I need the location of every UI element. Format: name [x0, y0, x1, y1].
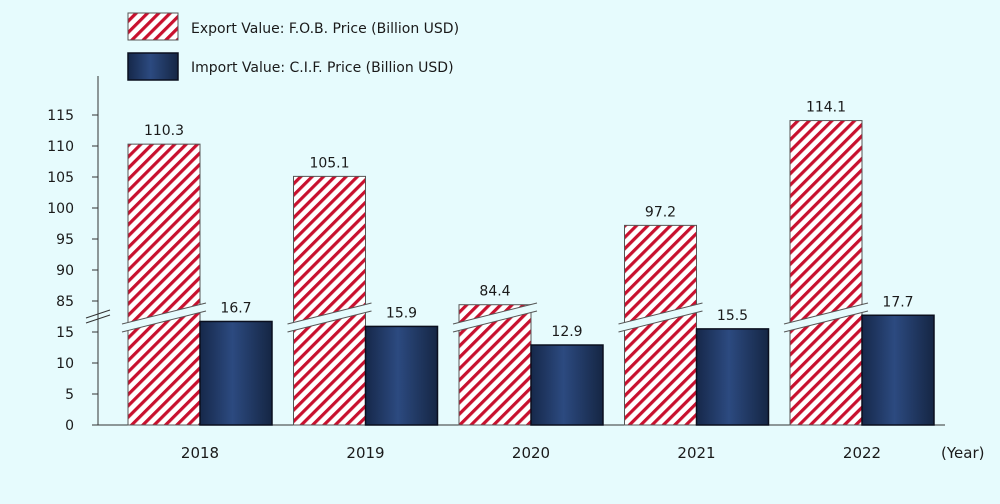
bar-break-gap — [453, 303, 537, 332]
y-tick-label: 90 — [56, 263, 74, 279]
export-value-label: 105.1 — [309, 155, 349, 171]
bar-break-line — [452, 310, 538, 333]
y-tick-label: 115 — [47, 108, 74, 124]
import-value-label: 15.5 — [717, 308, 748, 324]
x-tick-label: 2022 — [843, 444, 881, 462]
y-tick-label: 100 — [47, 201, 74, 217]
export-bar — [127, 143, 201, 426]
import-bar — [695, 328, 770, 426]
import-value-label: 16.7 — [220, 300, 251, 316]
x-tick-label: 2020 — [512, 444, 550, 462]
export-value-label: 84.4 — [479, 284, 510, 300]
export-bar — [293, 175, 366, 426]
import-bar — [199, 320, 273, 426]
y-axis-break-line — [85, 314, 111, 324]
import-value-label: 17.7 — [882, 294, 913, 310]
bar-break-line — [121, 302, 207, 325]
import-bar — [364, 325, 439, 426]
bar-break-gap — [122, 303, 206, 332]
export-bar — [789, 120, 863, 426]
y-tick-label: 110 — [47, 139, 74, 155]
bar-break-line — [783, 302, 869, 325]
import-bar — [861, 314, 935, 426]
export-value-label: 110.3 — [144, 123, 184, 139]
bar-break-line — [783, 310, 869, 333]
import-bar — [530, 344, 604, 426]
bar-break-gap — [784, 303, 868, 332]
bar-break-line — [287, 302, 372, 325]
bar-break-line — [287, 310, 372, 333]
export-value-label: 97.2 — [645, 204, 676, 220]
import-value-label: 12.9 — [551, 324, 582, 340]
bar-break-line — [452, 302, 538, 325]
legend-label-import: Import Value: C.I.F. Price (Billion USD) — [191, 60, 454, 76]
bars — [127, 120, 935, 426]
x-axis-unit: (Year) — [941, 444, 984, 462]
y-tick-label: 0 — [65, 418, 74, 434]
legend-swatch-export — [127, 12, 179, 41]
x-tick-label: 2019 — [346, 444, 384, 462]
y-tick-label: 10 — [56, 356, 74, 372]
y-tick-label: 5 — [65, 387, 74, 403]
import-value-label: 15.9 — [386, 305, 417, 321]
axis-breaks — [121, 302, 869, 333]
legend-swatch-import — [127, 52, 179, 81]
data-labels: 110.3 16.7 2018 105.1 15.9 2019 84.4 12.9 2020 97… — [144, 100, 985, 462]
y-axis-break-line — [85, 309, 111, 319]
y-tick-label: 105 — [47, 170, 74, 186]
bar-break-line — [618, 310, 703, 333]
bar-break-gap — [287, 303, 372, 332]
legend-label-export: Export Value: F.O.B. Price (Billion USD) — [191, 21, 459, 37]
y-tick-label: 85 — [56, 294, 74, 310]
export-value-label: 114.1 — [806, 100, 846, 116]
bar-break-gap — [618, 303, 703, 332]
y-tick-label: 95 — [56, 232, 74, 248]
bar-break-line — [121, 310, 207, 333]
x-tick-label: 2021 — [677, 444, 715, 462]
legend: Export Value: F.O.B. Price (Billion USD)… — [127, 12, 459, 81]
bar-break-line — [618, 302, 703, 325]
x-tick-label: 2018 — [181, 444, 219, 462]
y-tick-label: 15 — [56, 325, 74, 341]
